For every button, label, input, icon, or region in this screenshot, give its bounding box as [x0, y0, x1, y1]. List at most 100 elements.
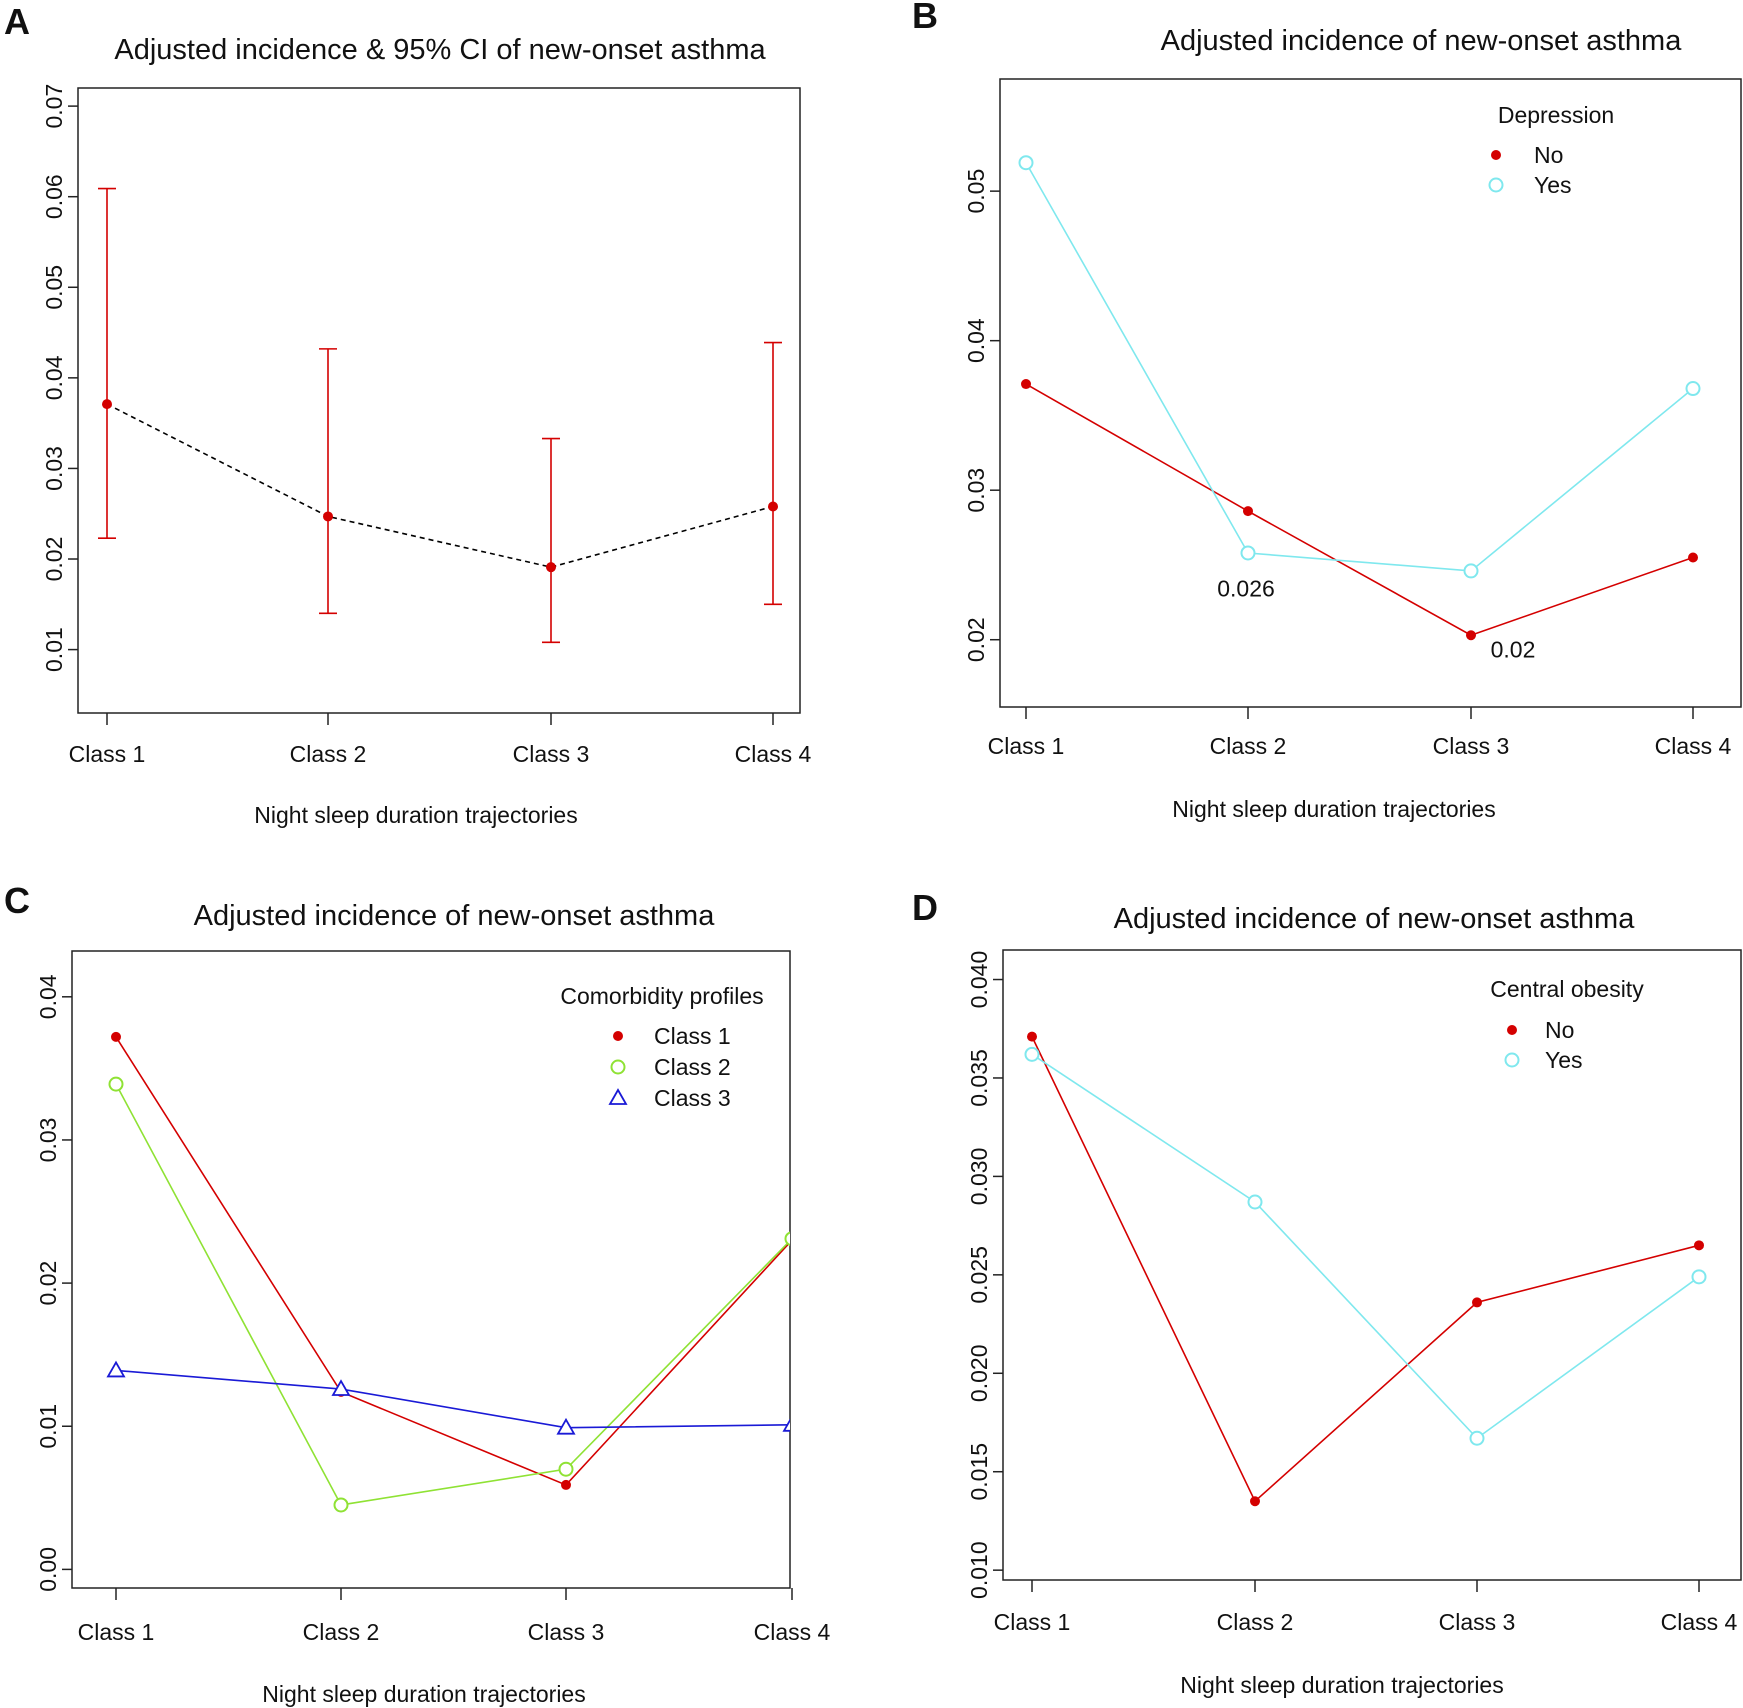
legend-label: Yes: [1545, 1047, 1583, 1073]
series-class-2-point: [558, 1461, 574, 1477]
y-tick-label: 0.05: [963, 169, 989, 214]
y-tick-label: 0.02: [35, 1261, 61, 1306]
series-class-2-point: [784, 1231, 790, 1246]
series-class-1-line: [115, 1036, 790, 1486]
x-tick-label: Class 1: [78, 1619, 155, 1645]
series-no-point: [1688, 552, 1698, 563]
series-yes-point: [1691, 1269, 1707, 1285]
series-class-3-line: [115, 1369, 790, 1429]
plot-area: [1024, 1031, 1707, 1507]
plot-frame: [71, 950, 791, 1589]
series-yes-point: [1685, 381, 1701, 397]
y-tick-label: 0.00: [35, 1547, 61, 1592]
legend-marker: [1507, 1025, 1517, 1035]
x-tick-label: Class 1: [994, 1609, 1071, 1635]
x-tick-label: Class 2: [1210, 733, 1287, 759]
series-class-1-point: [561, 1479, 571, 1490]
legend-label: Class 3: [654, 1085, 731, 1111]
y-tick-label: 0.04: [963, 318, 989, 363]
plot-frame: [1002, 949, 1742, 1581]
series-no-point: [1694, 1240, 1704, 1251]
series-0-line: [106, 403, 774, 568]
plot-frame: [77, 87, 801, 714]
panel-letter: A: [4, 1, 30, 42]
series-no-line: [1025, 383, 1694, 637]
legend-label: No: [1534, 142, 1563, 168]
plot-area: [1018, 155, 1701, 641]
chart-title: Adjusted incidence of new-onset asthma: [1114, 903, 1636, 935]
y-tick-label: 0.04: [41, 355, 67, 400]
plot-area: [98, 187, 782, 644]
x-axis-title: Night sleep duration trajectories: [1172, 796, 1495, 822]
legend-marker: [610, 1059, 626, 1075]
series-no-point: [1021, 379, 1031, 390]
x-axis-title: Night sleep duration trajectories: [262, 1681, 585, 1707]
legend-marker: [1488, 177, 1504, 193]
legend-label: Yes: [1534, 172, 1572, 198]
series-no-point: [1466, 630, 1476, 641]
series-class-3-point: [106, 1360, 126, 1378]
series-yes-line: [1025, 162, 1694, 572]
series-yes-point: [1018, 155, 1034, 171]
x-tick-label: Class 3: [1439, 1609, 1516, 1635]
series-yes-point: [1024, 1046, 1040, 1062]
y-tick-label: 0.030: [966, 1148, 992, 1206]
panel-a: A Adjusted incidence & 95% CI of new-onse…: [4, 1, 812, 828]
series-class-2-line: [115, 1083, 790, 1506]
legend-label: No: [1545, 1017, 1574, 1043]
series-yes-point: [1240, 545, 1256, 561]
x-tick-label: Class 1: [69, 741, 146, 767]
legend-marker: [608, 1088, 628, 1105]
series-class-2-point: [108, 1076, 124, 1092]
legend-label: Class 2: [654, 1054, 731, 1080]
series-yes-point: [1247, 1194, 1263, 1210]
y-tick-label: 0.01: [35, 1404, 61, 1449]
series-class-3-point: [782, 1418, 790, 1432]
x-axis-title: Night sleep duration trajectories: [254, 802, 577, 828]
y-tick-label: 0.035: [966, 1049, 992, 1107]
y-tick-label: 0.03: [963, 468, 989, 513]
y-tick-label: 0.01: [41, 627, 67, 672]
x-tick-label: Class 2: [1217, 1609, 1294, 1635]
y-tick-label: 0.07: [41, 84, 67, 129]
x-tick-label: Class 2: [290, 741, 367, 767]
series-yes-line: [1031, 1053, 1700, 1440]
chart-title: Adjusted incidence & 95% CI of new-onset…: [114, 34, 766, 66]
x-tick-label: Class 3: [513, 741, 590, 767]
x-tick-label: Class 4: [1655, 733, 1732, 759]
series-class-1-point: [111, 1031, 121, 1042]
panel-letter: D: [912, 887, 938, 928]
series-no-point: [1027, 1031, 1037, 1042]
x-tick-label: Class 4: [754, 1619, 831, 1645]
legend-label: Class 1: [654, 1023, 731, 1049]
y-tick-label: 0.010: [966, 1541, 992, 1599]
series-0-point: [323, 511, 333, 522]
panel-c: C Adjusted incidence of new-onset asthma 0…: [4, 880, 831, 1707]
plot-frame: [999, 78, 1742, 708]
x-tick-label: Class 4: [735, 741, 812, 767]
plot-area: [106, 1031, 790, 1513]
y-tick-label: 0.025: [966, 1246, 992, 1304]
data-label: 0.02: [1491, 637, 1536, 663]
x-tick-label: Class 3: [528, 1619, 605, 1645]
series-no-point: [1250, 1496, 1260, 1507]
y-tick-label: 0.03: [35, 1118, 61, 1163]
legend: Central obesity No Yes: [1490, 976, 1644, 1073]
y-tick-label: 0.015: [966, 1443, 992, 1501]
series-no-line: [1031, 1036, 1700, 1503]
x-tick-label: Class 1: [988, 733, 1065, 759]
panel-letter: C: [4, 880, 30, 921]
series-0-point: [768, 501, 778, 512]
legend: Comorbidity profiles Class 1 Class 2 Class …: [560, 983, 763, 1111]
y-tick-label: 0.020: [966, 1345, 992, 1403]
legend-title: Comorbidity profiles: [560, 983, 763, 1009]
x-tick-label: Class 2: [303, 1619, 380, 1645]
series-class-3-point: [556, 1417, 576, 1435]
series-yes-point: [1463, 563, 1479, 579]
series-class-2-point: [333, 1497, 349, 1513]
legend-title: Depression: [1498, 102, 1614, 128]
series-no-point: [1243, 506, 1253, 517]
panel-letter: B: [912, 0, 938, 36]
chart-title: Adjusted incidence of new-onset asthma: [194, 900, 716, 932]
y-tick-label: 0.03: [41, 446, 67, 491]
